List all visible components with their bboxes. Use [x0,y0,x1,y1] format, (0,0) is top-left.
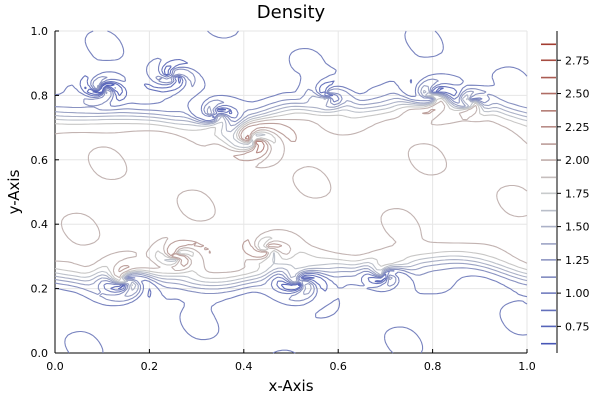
y-tick-label: 0.0 [31,347,49,360]
y-tick-label: 0.6 [31,154,49,167]
contour-level [79,58,458,298]
colorbar-tick-label: 1.75 [565,187,590,200]
x-tick-label: 0.2 [141,360,159,373]
contour-level [54,68,528,302]
y-axis-label: y-Axis [5,169,23,214]
x-tick-label: 0.8 [424,360,442,373]
colorbar-levels [541,43,556,345]
contour-level [54,94,528,287]
contour-level [244,134,265,154]
y-ticks: 0.0 0.2 0.4 0.6 0.8 1.0 [31,25,59,360]
y-tick-label: 1.0 [31,25,49,38]
contour-level [54,89,528,291]
colorbar-tick-label: 0.75 [565,320,590,333]
contour-level [118,108,436,273]
colorbar-tick-label: 1.50 [565,221,590,234]
x-tick-label: 0.6 [329,360,347,373]
colorbar-ticks: 0.75 1.00 1.25 1.50 1.75 2.00 2.25 2.50 2.75 [557,54,590,333]
chart-title: Density [257,2,326,23]
colorbar: 0.75 1.00 1.25 1.50 1.75 2.00 2.25 2.50 2.75 [541,31,590,353]
colorbar-tick-label: 1.25 [565,254,590,267]
colorbar-tick-label: 2.75 [565,54,590,67]
x-ticks: 0.0 0.2 0.4 0.6 0.8 1.0 [46,349,536,373]
colorbar-tick-label: 1.00 [565,287,590,300]
y-tick-label: 0.8 [31,89,49,102]
contour-lines [54,30,528,354]
x-tick-label: 0.4 [235,360,253,373]
contour-level [54,97,528,282]
colorbar-tick-label: 2.00 [565,154,590,167]
colorbar-tick-label: 2.50 [565,88,590,101]
x-tick-label: 1.0 [518,360,536,373]
x-tick-label: 0.0 [46,360,64,373]
x-axis-label: x-Axis [268,377,313,395]
contour-level [92,83,301,287]
contour-level [54,100,528,279]
plot-frame [54,31,527,354]
contour-level [54,84,528,297]
contour-level [54,30,528,354]
y-tick-label: 0.2 [31,283,49,296]
y-tick-label: 0.4 [31,218,49,231]
colorbar-tick-label: 2.25 [565,121,590,134]
